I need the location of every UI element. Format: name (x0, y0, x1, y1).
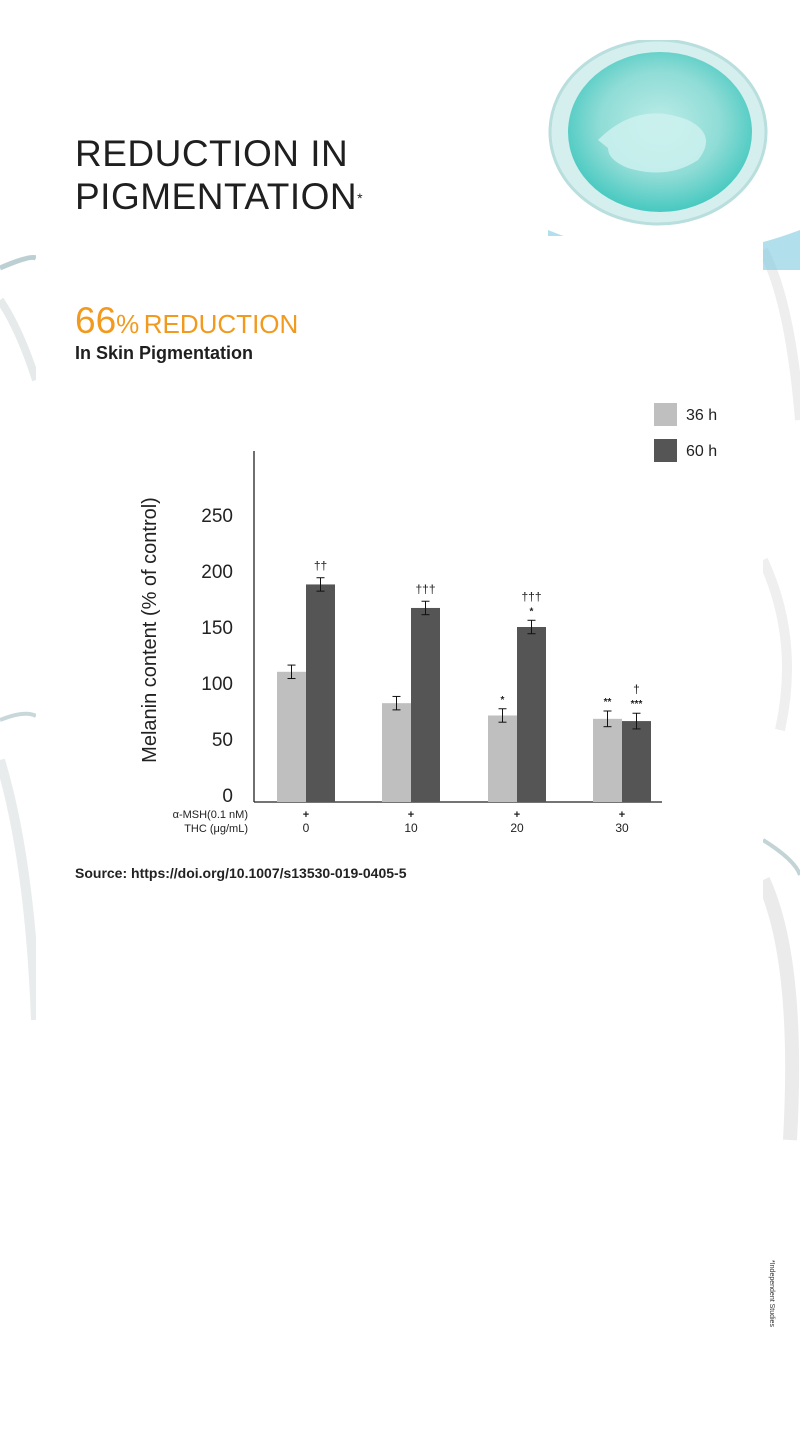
x-tick-label: 0 (303, 821, 310, 835)
bar-36h-10 (382, 703, 411, 802)
significance-mark-upper: ††† (521, 589, 541, 603)
x-tick-label: 30 (615, 821, 629, 835)
row-label-msh: α-MSH(0.1 nM) (173, 809, 248, 821)
bar-60h-10 (411, 607, 440, 802)
y-tick-label: 150 (201, 618, 233, 639)
bar-36h-30 (593, 718, 622, 802)
x-tick-label: 20 (510, 821, 524, 835)
legend-swatch-60h (654, 439, 677, 462)
row-label-thc: THC (μg/mL) (184, 823, 248, 835)
significance-mark: †† (314, 559, 327, 573)
significance-mark: *** (631, 699, 643, 710)
y-tick-label: 0 (222, 786, 233, 807)
y-tick-label: 250 (201, 506, 233, 527)
content-panel (36, 236, 763, 1384)
legend-swatch-36h (654, 403, 677, 426)
msh-mark: + (303, 809, 309, 821)
source-citation: Source: https://doi.org/10.1007/s13530-0… (75, 865, 407, 881)
legend-label: 36 h (686, 407, 717, 424)
stat-headline: 66% REDUCTION (75, 300, 298, 342)
stat-word: REDUCTION (143, 309, 299, 339)
y-tick-label: 100 (201, 674, 233, 695)
y-axis-title: Melanin content (% of control) (139, 497, 161, 763)
bar-36h-20 (488, 715, 517, 802)
title-footnote-mark: * (357, 190, 364, 206)
stat-number: 66 (75, 300, 117, 341)
bar-60h-0 (306, 584, 335, 802)
significance-mark-upper: † (633, 682, 640, 696)
legend-label: 60 h (686, 443, 717, 460)
bar-36h-0 (277, 671, 306, 802)
stat-percent-sign: % (116, 309, 140, 339)
significance-mark: * (530, 606, 534, 617)
y-tick-label: 50 (212, 730, 233, 751)
msh-mark: + (408, 809, 414, 821)
title-line-1: REDUCTION IN (75, 133, 349, 174)
msh-mark: + (514, 809, 520, 821)
side-footnote: *Independent Studies (768, 1260, 775, 1327)
page-title: REDUCTION IN PIGMENTATION* (75, 132, 363, 218)
title-line-2: PIGMENTATION (75, 176, 358, 217)
bar-60h-20 (517, 627, 546, 802)
x-tick-label: 10 (404, 821, 418, 835)
msh-mark: + (619, 809, 625, 821)
significance-mark: * (501, 695, 505, 706)
stat-subtitle: In Skin Pigmentation (75, 343, 254, 363)
y-tick-label: 200 (201, 562, 233, 583)
bar-60h-30 (622, 721, 651, 802)
significance-mark: ** (604, 697, 612, 708)
significance-mark: ††† (415, 582, 435, 596)
